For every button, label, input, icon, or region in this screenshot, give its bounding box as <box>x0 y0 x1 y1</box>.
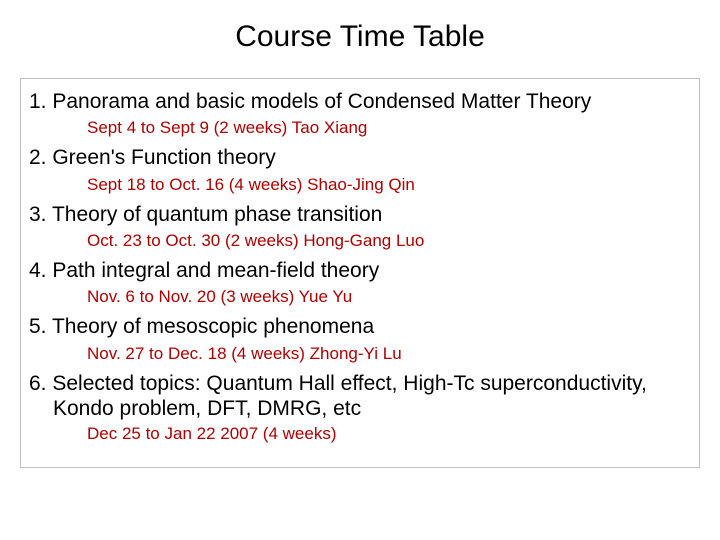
detail-4: Nov. 6 to Nov. 20 (3 weeks) Yue Yu <box>87 286 691 308</box>
topic-3: 3. Theory of quantum phase transition <box>29 202 691 228</box>
topic-2: 2. Green's Function theory <box>29 145 691 171</box>
page-title: Course Time Table <box>20 20 700 54</box>
topic-6: 6. Selected topics: Quantum Hall effect,… <box>29 371 691 421</box>
detail-2: Sept 18 to Oct. 16 (4 weeks) Shao-Jing Q… <box>87 174 691 196</box>
detail-6: Dec 25 to Jan 22 2007 (4 weeks) <box>87 423 691 445</box>
detail-5: Nov. 27 to Dec. 18 (4 weeks) Zhong-Yi Lu <box>87 343 691 365</box>
topic-5: 5. Theory of mesoscopic phenomena <box>29 314 691 340</box>
detail-1: Sept 4 to Sept 9 (2 weeks) Tao Xiang <box>87 117 691 139</box>
topic-4: 4. Path integral and mean-field theory <box>29 258 691 284</box>
detail-3: Oct. 23 to Oct. 30 (2 weeks) Hong-Gang L… <box>87 230 691 252</box>
topic-1: 1. Panorama and basic models of Condense… <box>29 89 691 115</box>
schedule-box: 1. Panorama and basic models of Condense… <box>20 78 700 468</box>
